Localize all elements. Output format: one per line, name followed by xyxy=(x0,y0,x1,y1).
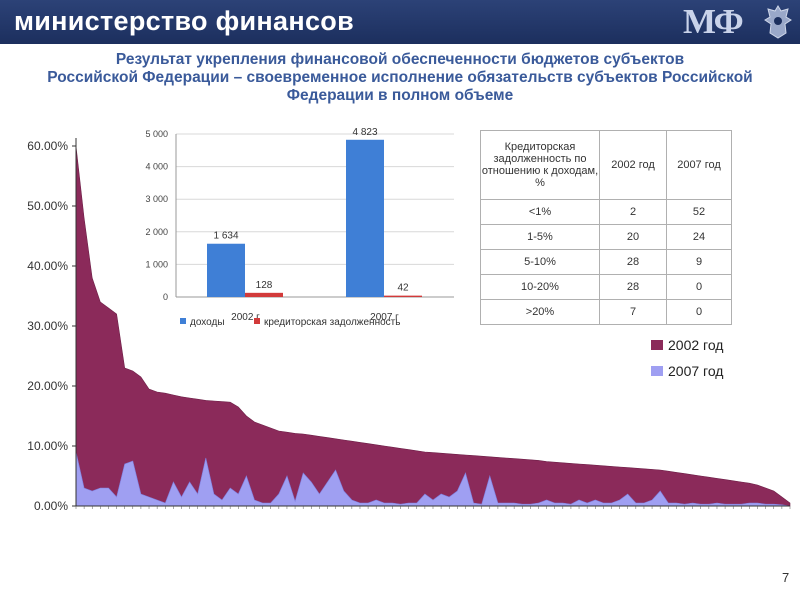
bar-legend-label: доходы xyxy=(190,317,225,328)
bar-y-tick-label: 4 000 xyxy=(145,162,168,172)
bar-income xyxy=(346,139,384,297)
bar-legend-swatch xyxy=(254,318,260,324)
table-cell: >20% xyxy=(480,299,600,325)
table-cell: 20 xyxy=(599,224,667,250)
area-y-tick-label: 30.00% xyxy=(27,319,68,333)
title-line-2: Российской Федерации – своевременное исп… xyxy=(47,69,753,86)
bar-debt xyxy=(384,295,422,297)
area-y-tick-label: 0.00% xyxy=(34,499,68,513)
area-y-tick-label: 20.00% xyxy=(27,379,68,393)
table-row: <1% 2 52 xyxy=(480,199,732,225)
bar-legend-swatch xyxy=(180,318,186,324)
bar-data-label: 1 634 xyxy=(213,231,238,242)
area-y-tick-label: 10.00% xyxy=(27,439,68,453)
debt-ratio-table-wrap: Кредиторская задолженность по отношению … xyxy=(480,130,732,325)
bar-data-label: 4 823 xyxy=(352,127,377,138)
table-row: 5-10% 28 9 xyxy=(480,249,732,275)
bar-category-label: 2007 г xyxy=(370,312,399,323)
area-legend-label: 2002 год xyxy=(668,337,723,353)
table-cell: <1% xyxy=(480,199,600,225)
table-header-2007: 2007 год xyxy=(666,130,732,200)
bar-y-tick-label: 0 xyxy=(163,292,168,302)
page-number: 7 xyxy=(782,570,790,585)
table-header-ratio: Кредиторская задолженность по отношению … xyxy=(480,130,600,200)
table-cell: 28 xyxy=(599,249,667,275)
table-cell: 1-5% xyxy=(480,224,600,250)
table-cell: 0 xyxy=(666,274,732,300)
area-series-2002 xyxy=(75,145,791,507)
slide-title: Результат укрепления финансовой обеспече… xyxy=(10,51,790,105)
table-row: >20% 7 0 xyxy=(480,299,732,325)
table-header-row: Кредиторская задолженность по отношению … xyxy=(480,130,732,200)
ministry-logo: МФ xyxy=(683,2,744,41)
bar-data-label: 42 xyxy=(397,283,409,294)
area-y-tick-label: 60.00% xyxy=(27,139,68,153)
table-cell: 9 xyxy=(666,249,732,275)
table-row: 10-20% 28 0 xyxy=(480,274,732,300)
title-line-1: Результат укрепления финансовой обеспече… xyxy=(115,51,685,68)
area-legend-swatch xyxy=(651,340,663,350)
table-cell: 0 xyxy=(666,299,732,325)
area-legend-swatch xyxy=(651,366,663,376)
table-cell: 28 xyxy=(599,274,667,300)
bar-data-label: 128 xyxy=(256,280,273,291)
area-y-tick-label: 40.00% xyxy=(27,259,68,273)
table-cell: 7 xyxy=(599,299,667,325)
debt-ratio-table: Кредиторская задолженность по отношению … xyxy=(480,130,732,325)
bar-y-tick-label: 5 000 xyxy=(145,129,168,139)
slide-header: министерство финансов МФ xyxy=(0,0,800,44)
table-cell: 52 xyxy=(666,199,732,225)
table-cell: 2 xyxy=(599,199,667,225)
table-cell: 10-20% xyxy=(480,274,600,300)
table-cell: 24 xyxy=(666,224,732,250)
area-y-tick-label: 50.00% xyxy=(27,199,68,213)
bar-y-tick-label: 2 000 xyxy=(145,227,168,237)
bar-y-tick-label: 1 000 xyxy=(145,259,168,269)
table-row: 1-5% 20 24 xyxy=(480,224,732,250)
table-cell: 5-10% xyxy=(480,249,600,275)
bar-debt xyxy=(245,292,283,297)
title-line-3: Федерации в полном объеме xyxy=(286,87,514,104)
area-legend-label: 2007 год xyxy=(668,363,723,379)
eagle-emblem-icon xyxy=(764,5,792,39)
bar-category-label: 2002 г xyxy=(231,312,260,323)
bar-y-tick-label: 3 000 xyxy=(145,194,168,204)
table-header-2002: 2002 год xyxy=(599,130,667,200)
ministry-brand-text: министерство финансов xyxy=(14,6,354,36)
bar-income xyxy=(207,243,245,297)
area-series-2007 xyxy=(75,451,791,507)
bar-legend-label: кредиторская задолженность xyxy=(264,317,400,328)
bar-chart-background xyxy=(138,124,462,330)
